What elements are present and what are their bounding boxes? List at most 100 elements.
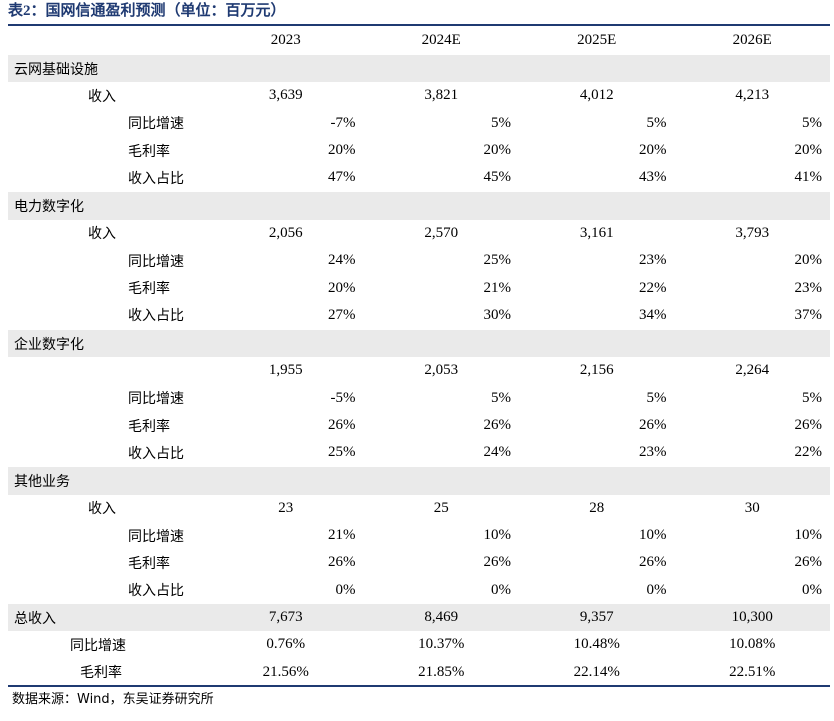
revenue-row: 1,955 2,053 2,156 2,264: [8, 357, 830, 384]
revenue-value: 28: [589, 499, 605, 516]
header-year: 2023: [270, 31, 301, 48]
empty-cell: [674, 466, 830, 495]
share-row: 收入占比 47% 45% 43% 41%: [8, 164, 830, 192]
bottom-rule: [8, 685, 830, 687]
row-label: 毛利率: [80, 665, 122, 682]
share-row: 收入占比 0% 0% 0% 0%: [8, 577, 830, 604]
margin-row: 毛利率 20% 20% 20% 20%: [8, 137, 830, 164]
margin-value: 26%: [639, 554, 667, 571]
revenue-value: 2,156: [579, 362, 614, 379]
section-name: 其他业务: [8, 466, 208, 495]
growth-row: 同比增速 -7% 5% 5% 5%: [8, 110, 830, 137]
revenue-value: 23: [278, 499, 294, 516]
growth-value: 5%: [646, 114, 667, 131]
row-label: 收入占比: [128, 445, 184, 462]
share-value: 30%: [483, 306, 512, 323]
share-row: 收入占比 25% 24% 23% 22%: [8, 439, 830, 467]
empty-cell: [519, 328, 675, 358]
margin-value: 26%: [639, 417, 667, 433]
share-value: 34%: [639, 306, 667, 323]
revenue-value: 3,821: [424, 87, 459, 104]
growth-value: 5%: [646, 389, 667, 406]
revenue-row: 收入 3,639 3,821 4,012 4,213: [8, 82, 830, 109]
empty-cell: [363, 54, 519, 83]
total-revenue-row: 总收入 7,673 8,469 9,357 10,300: [8, 603, 830, 632]
empty-cell: [208, 191, 364, 220]
header-row: 2023 2024E 2025E 2026E: [8, 26, 830, 55]
row-label: 收入: [88, 88, 116, 105]
row-label: 同比增速: [128, 528, 184, 545]
revenue-value: 2,053: [424, 362, 459, 379]
share-value: 23%: [639, 444, 667, 461]
row-label: 收入占比: [128, 170, 184, 187]
row-label: 收入占比: [128, 583, 184, 600]
margin-row: 毛利率 26% 26% 26% 26%: [8, 412, 830, 439]
empty-cell: [208, 328, 364, 358]
total-growth-value: 10.37%: [418, 636, 465, 653]
share-value: 0%: [491, 581, 511, 598]
forecast-table: 2023 2024E 2025E 2026E 云网基础设施 收入 3,639 3,82…: [8, 26, 830, 686]
total-margin-row: 毛利率 21.56% 21.85% 22.14% 22.51%: [8, 659, 830, 686]
total-margin-value: 21.56%: [262, 663, 309, 680]
revenue-row: 收入 23 25 28 30: [8, 495, 830, 522]
share-value: 45%: [483, 169, 512, 186]
row-label: 毛利率: [128, 281, 170, 298]
revenue-value: 2,056: [268, 224, 303, 241]
margin-value: 20%: [639, 142, 667, 159]
total-revenue-value: 8,469: [363, 603, 519, 632]
total-growth-value: 10.48%: [573, 636, 620, 653]
section-name: 云网基础设施: [8, 54, 208, 83]
total-revenue-value: 9,357: [519, 603, 675, 632]
section-header-row: 企业数字化: [8, 328, 830, 358]
row-label: 同比增速: [128, 253, 184, 270]
share-value: 37%: [794, 306, 823, 323]
growth-value: -7%: [330, 114, 356, 131]
empty-cell: [519, 466, 675, 495]
growth-value: 24%: [328, 252, 356, 269]
margin-value: 26%: [483, 417, 512, 433]
empty-cell: [674, 54, 830, 83]
margin-value: 20%: [483, 142, 512, 159]
row-label: 收入: [88, 501, 116, 518]
revenue-value: 25: [433, 499, 449, 516]
row-label: 同比增速: [128, 116, 184, 133]
margin-row: 毛利率 26% 26% 26% 26%: [8, 549, 830, 576]
margin-value: 20%: [328, 279, 356, 296]
empty-cell: [519, 54, 675, 83]
total-growth-value: 10.08%: [729, 636, 776, 653]
growth-value: 20%: [794, 252, 823, 269]
margin-value: 26%: [483, 554, 512, 571]
margin-value: 22%: [639, 279, 667, 296]
revenue-value: 4,213: [735, 87, 770, 104]
total-label: 总收入: [8, 603, 208, 632]
growth-value: 5%: [491, 389, 511, 406]
table-title: 表2：国网信通盈利预测（单位：百万元）: [8, 3, 286, 19]
share-value: 24%: [483, 444, 512, 461]
empty-cell: [208, 466, 364, 495]
margin-value: 21%: [483, 279, 512, 296]
share-value: 43%: [639, 169, 667, 186]
row-label: [8, 357, 208, 384]
growth-value: 5%: [802, 114, 822, 131]
revenue-value: 4,012: [579, 87, 614, 104]
growth-value: 5%: [802, 389, 822, 406]
section-name: 企业数字化: [8, 328, 208, 358]
section-header-row: 其他业务: [8, 466, 830, 495]
total-margin-value: 22.51%: [729, 663, 776, 680]
header-year: 2026E: [732, 31, 772, 48]
growth-value: 10%: [483, 527, 512, 544]
share-row: 收入占比 27% 30% 34% 37%: [8, 302, 830, 330]
revenue-value: 2,570: [424, 224, 459, 241]
section-name: 电力数字化: [8, 191, 208, 220]
share-value: 0%: [335, 581, 356, 598]
section-header-row: 电力数字化: [8, 191, 830, 220]
margin-value: 26%: [794, 554, 823, 571]
growth-value: 10%: [794, 527, 823, 544]
row-label: 收入占比: [128, 308, 184, 325]
margin-value: 20%: [794, 142, 823, 159]
growth-row: 同比增速 -5% 5% 5% 5%: [8, 385, 830, 412]
growth-value: 10%: [639, 527, 667, 544]
share-value: 27%: [328, 306, 356, 323]
total-margin-value: 21.85%: [418, 663, 465, 680]
empty-cell: [208, 54, 364, 83]
